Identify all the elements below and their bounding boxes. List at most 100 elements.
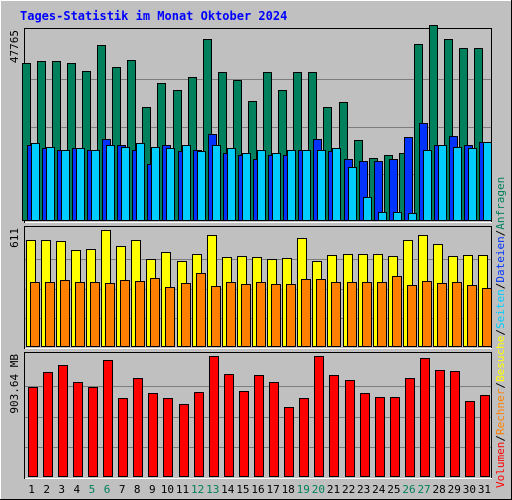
bar-rechner-day-11 [181, 283, 191, 347]
bar-seiten-day-29 [453, 147, 462, 221]
bar-anfragen-day-30 [459, 48, 468, 221]
bar-rechner-day-16 [256, 282, 266, 347]
bar-volumen-day-31 [480, 395, 490, 477]
bar-dateien-day-26 [404, 137, 413, 221]
bar-rechner-day-26 [407, 285, 417, 347]
bar-volumen-day-21 [329, 375, 339, 477]
bar-volumen-day-22 [345, 380, 355, 477]
legend-entry: / [494, 283, 507, 290]
series-rechner [30, 273, 492, 347]
x-tick-label: 19 [297, 483, 310, 496]
bar-rechner-day-29 [452, 282, 462, 347]
bar-volumen-day-30 [465, 401, 475, 477]
bar-volumen-day-1 [28, 387, 38, 477]
bar-anfragen-day-6 [97, 45, 106, 221]
x-axis-labels: 1 2 3 4 5 6 7 8 9 10 11 12 13 14 15 16 17 18 19 20 21 22 23 24 2… [28, 483, 491, 496]
x-tick-label: 30 [463, 483, 476, 496]
bar-seiten-day-7 [121, 147, 130, 221]
x-tick-label: 29 [448, 483, 461, 496]
bar-anfragen-day-1 [22, 63, 31, 221]
bar-seiten-day-2 [46, 147, 55, 221]
bar-anfragen-day-13 [203, 39, 212, 221]
x-tick-label: 9 [149, 483, 156, 496]
bar-rechner-day-1 [30, 282, 40, 347]
chart-title: Tages-Statistik im Monat Oktober 2024 [20, 9, 287, 23]
x-tick-label: 23 [357, 483, 370, 496]
legend-entry: / [494, 230, 507, 237]
series-anfragen [22, 25, 483, 221]
bar-seiten-day-8 [136, 143, 145, 221]
bar-rechner-day-3 [60, 280, 70, 347]
bar-volumen-day-27 [420, 358, 430, 477]
bar-volumen-day-15 [239, 391, 249, 477]
bar-rechner-day-24 [377, 282, 387, 347]
bar-volumen-day-26 [405, 378, 415, 477]
bar-seiten-day-15 [242, 153, 251, 221]
bar-anfragen-day-28 [429, 25, 438, 221]
bar-anfragen-day-4 [67, 63, 76, 221]
legend-entry: Volumen [494, 442, 507, 488]
bar-anfragen-day-2 [37, 61, 46, 221]
x-tick-label: 27 [417, 483, 430, 496]
legend-entry: Anfragen [494, 177, 507, 230]
bar-seiten-day-3 [61, 150, 70, 221]
bar-rechner-day-27 [422, 281, 432, 347]
x-tick-label: 14 [221, 483, 235, 496]
bar-seiten-day-14 [227, 148, 236, 221]
x-tick-label: 22 [342, 483, 355, 496]
bar-dateien-day-24 [374, 161, 383, 221]
bar-volumen-day-12 [194, 392, 204, 477]
bar-rechner-day-9 [150, 278, 160, 347]
bar-anfragen-day-17 [263, 72, 272, 221]
series-volumen [28, 356, 490, 477]
bar-rechner-day-10 [165, 287, 175, 347]
x-tick-label: 28 [433, 483, 446, 496]
bar-seiten-day-11 [182, 145, 191, 221]
x-tick-label: 17 [266, 483, 279, 496]
bar-rechner-day-23 [362, 282, 372, 347]
bar-rechner-day-28 [437, 283, 447, 347]
bar-rechner-day-15 [241, 284, 251, 347]
x-tick-label: 26 [402, 483, 415, 496]
bar-seiten-day-9 [151, 147, 160, 221]
bar-volumen-day-4 [73, 382, 83, 477]
x-tick-label: 7 [119, 483, 126, 496]
bar-seiten-day-24 [378, 212, 387, 221]
x-tick-label: 13 [206, 483, 219, 496]
x-tick-label: 21 [327, 483, 340, 496]
bar-seiten-day-19 [302, 150, 311, 221]
bar-seiten-day-18 [287, 150, 296, 221]
bar-dateien-day-25 [389, 159, 398, 221]
bar-rechner-day-20 [316, 279, 326, 347]
bar-seiten-day-27 [423, 150, 432, 221]
bar-volumen-day-10 [163, 398, 173, 477]
x-tick-label: 25 [387, 483, 400, 496]
x-tick-label: 6 [104, 483, 111, 496]
bar-rechner-day-31 [482, 288, 492, 347]
bar-seiten-day-30 [468, 148, 477, 221]
bar-anfragen-day-5 [82, 71, 91, 221]
series-seiten [31, 142, 492, 221]
bar-rechner-day-5 [90, 282, 100, 347]
legend-entry: Besuche [494, 336, 507, 382]
bar-seiten-day-28 [438, 145, 447, 221]
x-tick-label: 3 [58, 483, 65, 496]
bar-volumen-day-29 [450, 371, 460, 477]
bar-volumen-day-14 [224, 374, 234, 477]
bar-seiten-day-10 [166, 148, 175, 221]
panel-requests: 47765 [8, 25, 492, 223]
bar-rechner-day-25 [392, 276, 402, 347]
x-tick-label: 2 [43, 483, 50, 496]
bar-seiten-day-16 [257, 150, 266, 221]
x-tick-label: 5 [89, 483, 96, 496]
bar-seiten-day-13 [212, 145, 221, 221]
x-tick-label: 16 [251, 483, 264, 496]
panel-visits: 611 [8, 226, 492, 349]
bar-volumen-day-11 [179, 404, 189, 477]
bar-rechner-day-7 [120, 280, 130, 347]
bar-rechner-day-12 [196, 273, 206, 347]
bar-rechner-day-13 [211, 286, 221, 347]
bar-volumen-day-13 [209, 356, 219, 477]
legend-entry: / [494, 435, 507, 442]
x-tick-label: 20 [312, 483, 325, 496]
